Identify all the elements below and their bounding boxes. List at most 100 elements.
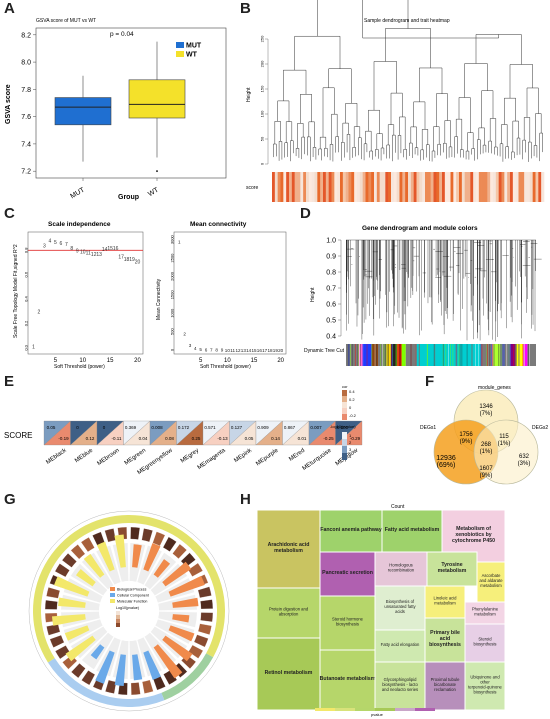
module-color-line [400,344,402,366]
dendrogram-branch [368,109,380,134]
dendrogram-branch [352,147,356,158]
y-tick-label: 0.6 [24,271,29,277]
trait-cell [382,172,386,202]
cor-legend-swatch [342,396,347,402]
module-label: MEturquoise [302,447,334,472]
cor-text: 0.04 [139,436,148,441]
point-label: 19 [129,257,135,263]
trait-cell [325,172,329,202]
trait-cell [425,172,429,202]
treemap-cell [374,585,426,631]
trait-cell [408,172,412,202]
enrichment-bar [143,650,161,680]
term-tile [105,679,117,694]
point-label: 4 [49,239,52,245]
treemap-cell [426,551,478,587]
dendrogram-branch [458,97,471,133]
cor-text: 0.01 [298,436,307,441]
treemap-label: Primary bile acid biosynthesis [429,630,461,648]
dendrogram-branch [421,129,429,150]
trait-cell [308,172,312,202]
point-label: 5 [199,347,202,352]
module-color-line [487,344,488,366]
panel-letter-g: G [4,491,16,508]
colorbar-segment [375,708,395,711]
panel-e-row-label: SCORE [4,431,32,440]
trait-cell [498,172,502,202]
y-tick-label: 150 [260,85,265,92]
box-wt [128,79,186,119]
point-label: 13 [241,348,247,353]
x-tick-label: 15 [251,358,258,364]
trait-cell [354,172,358,202]
y-tick-label: 0 [260,162,265,165]
enrichment-bar [75,569,96,587]
dendrogram-branch [526,87,539,118]
x-tick-label: 5 [54,358,58,364]
trait-cell [323,172,327,202]
enrichment-bar [172,597,199,608]
cor-text: 0.05 [245,436,254,441]
enrichment-bar [83,553,105,578]
dendrogram-branch [436,93,448,127]
pvalue-text: 0.571 [204,425,216,430]
trait-cell [345,172,349,202]
treemap-label: Ubiquinone and other terpenoid-quinone bios… [468,674,502,694]
trait-cell [470,172,474,202]
enrichment-bar [64,625,90,641]
point-label: 5 [54,240,57,246]
panel-letter-a: A [4,0,15,17]
point-label: 20 [278,348,284,353]
go-legend-gradient [116,619,120,623]
treemap-label: Pancreatic secretion [322,570,373,576]
treemap-label: Tyrosine metabolism [438,562,467,574]
venn-region-percent: (1%) [480,449,493,455]
term-tile [44,599,58,610]
point-label: 8 [215,348,218,353]
dendrogram-branch [390,92,403,125]
module-color-line [461,344,463,366]
dendrogram-branch [437,143,441,156]
module-color-line [508,344,510,366]
y-tick-label: 250 [260,35,265,42]
venn-region-count: 1607 [479,466,493,472]
y-tick-label: 0.8 [326,270,336,277]
module-color-line [391,344,393,366]
module-color-line [354,344,356,366]
trait-cell [476,172,480,202]
trait-cell [334,172,338,202]
module-label: MEyellow [335,447,360,467]
trait-cell [507,172,511,202]
dendrogram-branch [494,146,498,156]
module-color-line [358,344,359,366]
treemap-label: Proximal tubule bicarbonate reclamation [431,677,461,692]
dendrogram-branch [277,100,290,122]
module-color-line [410,344,412,366]
dendrogram-branch [522,139,526,160]
category-segment [47,658,165,707]
venn-region-percent: (7%) [480,411,493,417]
term-tile [46,587,61,599]
term-tile [130,682,141,696]
panel-g-legend: Biological Process Cellular Component Mole… [110,587,149,627]
module-color-line [418,344,420,366]
x-tick-label: 15 [107,358,114,364]
module-color-line [415,344,417,366]
venn-region-count: 632 [519,454,530,460]
point-label: 9 [221,348,224,353]
trait-cell [297,172,301,202]
dendrogram-branch [420,149,424,161]
panel-g-rings [28,510,230,712]
cor-legend-swatch [342,414,347,420]
pvalue-text: 0.172 [178,425,190,430]
module-color-line [450,344,451,366]
module-color-block [499,344,511,366]
dendrogram-branch [392,134,396,162]
point-label: 18 [124,257,130,263]
dendrogram-branch [284,142,288,158]
module-color-line [350,344,351,366]
panel-a-title: GSVA score of MUT vs WT [36,18,96,24]
module-color-line [452,344,454,366]
